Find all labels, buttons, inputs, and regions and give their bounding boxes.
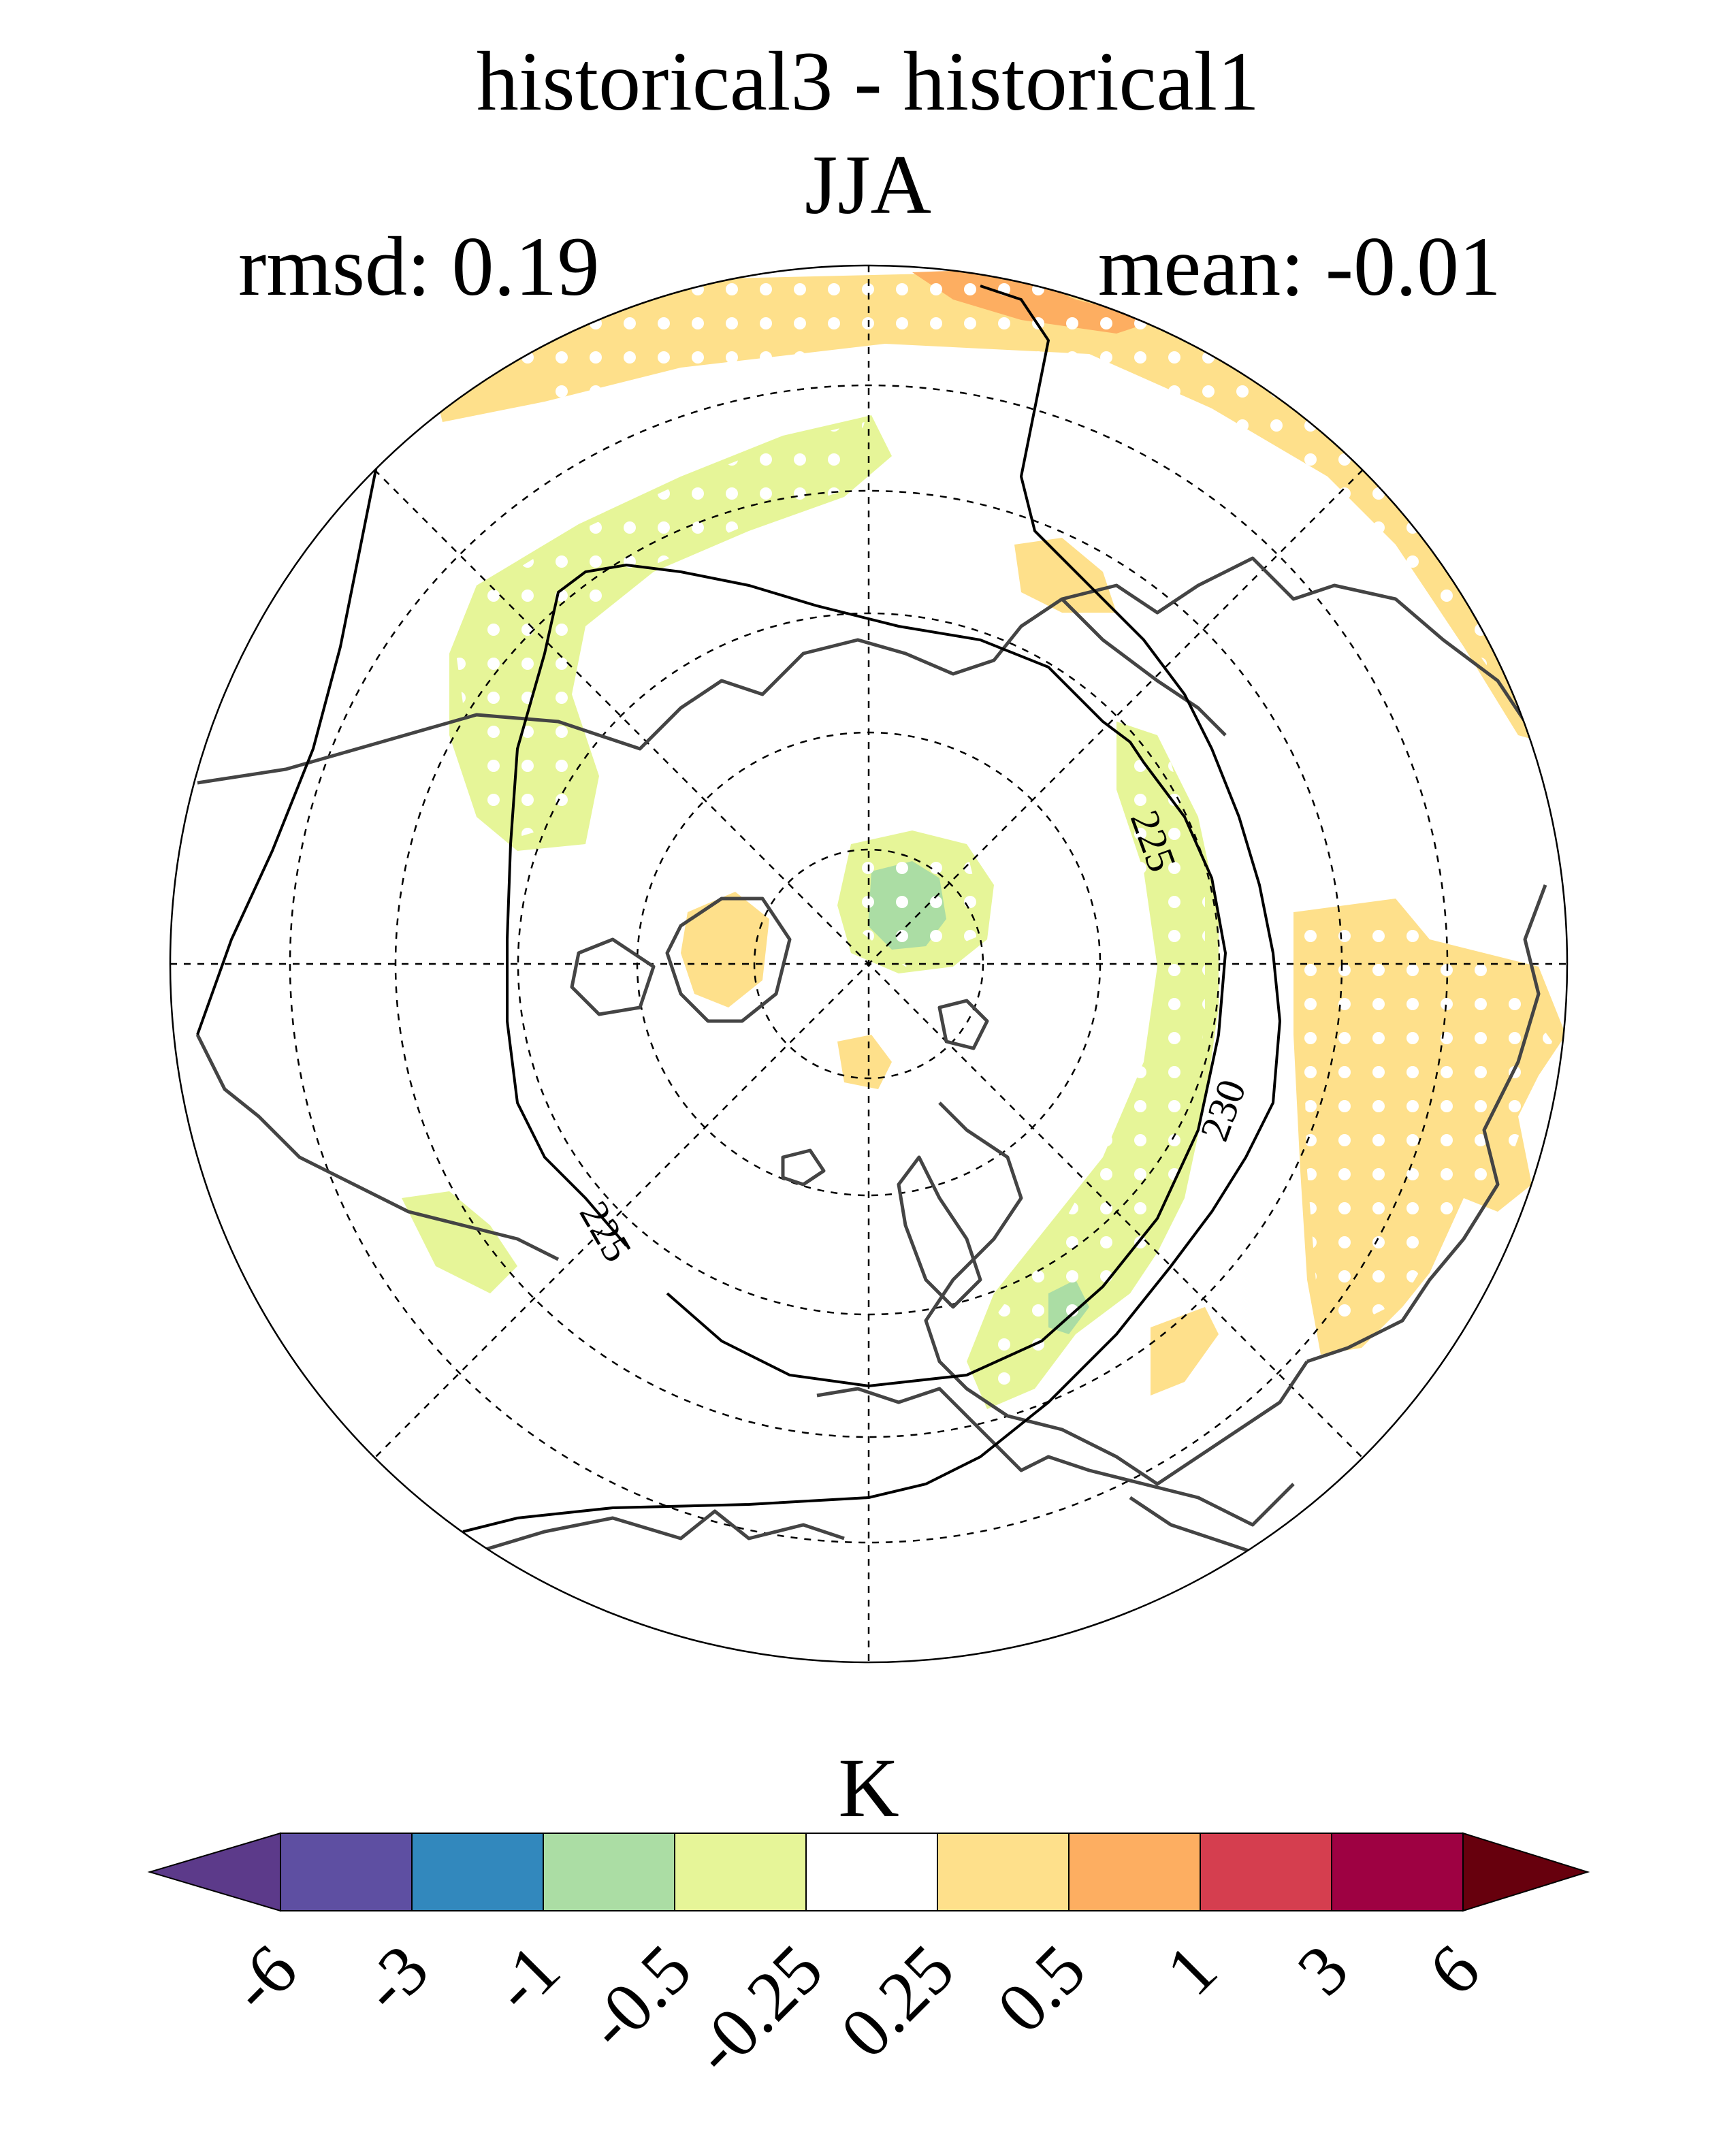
- colorbar-unit-label: K: [838, 1741, 899, 1835]
- colorbar-swatch: [543, 1833, 675, 1911]
- contour-225-west: [196, 442, 383, 1035]
- climatology-contours: [196, 285, 1282, 1533]
- anomaly-region-greenland: [681, 892, 769, 1007]
- contour-225-inner: [506, 563, 1227, 1388]
- colorbar-tick-label: 3: [1283, 1930, 1363, 2010]
- coastline-africa: [476, 1509, 845, 1554]
- coastline-europe: [816, 1387, 1295, 1527]
- coastline-pacific-rim: [1306, 884, 1547, 1363]
- rmsd-label: rmsd: 0.19: [238, 220, 600, 313]
- colorbar-swatch: [411, 1833, 544, 1911]
- colorbar-tick-labels: -6 -3 -1-0.5-0.250.25 0.5 1 3 6: [215, 1930, 1495, 2090]
- map-boundary: [169, 264, 1569, 1664]
- colorbar-tick-label: -1: [478, 1930, 575, 2027]
- anomaly-region-siberia: [1151, 1307, 1219, 1395]
- colorbar-swatch: [1200, 1833, 1332, 1911]
- colorbar-swatch: [674, 1833, 807, 1911]
- colorbar-tick-label: 6: [1414, 1930, 1494, 2010]
- coastline-svalbard: [937, 999, 989, 1050]
- coastline-asia: [924, 1101, 1309, 1486]
- colorbar-tick-label: 0.5: [982, 1930, 1100, 2048]
- colorbar: [147, 1832, 1590, 1912]
- coastline-north-america: [197, 556, 1527, 785]
- map-disk: 225 225 230: [170, 265, 1567, 1662]
- anomaly-region-kara-sea: [837, 1035, 892, 1089]
- colorbar-swatch: [1068, 1833, 1201, 1911]
- coastline-alaska: [1061, 598, 1227, 737]
- colorbar-swatch: [280, 1833, 413, 1911]
- coastline-greenland: [665, 897, 792, 1023]
- contour-230: [462, 285, 1282, 1533]
- colorbar-swatch: [805, 1833, 938, 1911]
- colorbar-tick-label: -3: [347, 1930, 444, 2027]
- graticule: [170, 265, 1567, 1662]
- colorbar-swatch: [937, 1833, 1070, 1911]
- figure-title: historical3 - historical1: [476, 35, 1260, 128]
- colorbar-tick-label: 1: [1151, 1930, 1232, 2010]
- colorbar-swatch: [1331, 1833, 1464, 1911]
- colorbar-tick-label: -0.5: [572, 1930, 707, 2065]
- coastline-west-pacific: [195, 1033, 560, 1261]
- coastlines: [195, 556, 1547, 1554]
- colorbar-extend-low: [147, 1832, 281, 1912]
- colorbar-tick-label: -6: [215, 1930, 312, 2027]
- mean-label: mean: -0.01: [1097, 220, 1501, 313]
- coastline-iceland: [781, 1148, 826, 1187]
- colorbar-tick-label: -0.25: [678, 1930, 838, 2090]
- anomaly-region-beaufort: [1014, 538, 1116, 613]
- coastline-scandinavia: [897, 1155, 982, 1309]
- colorbar-tick-label: 0.25: [826, 1930, 969, 2073]
- season-label: JJA: [804, 138, 932, 231]
- coastline-arctic-islands: [570, 937, 656, 1016]
- colorbar-extend-high: [1462, 1832, 1590, 1912]
